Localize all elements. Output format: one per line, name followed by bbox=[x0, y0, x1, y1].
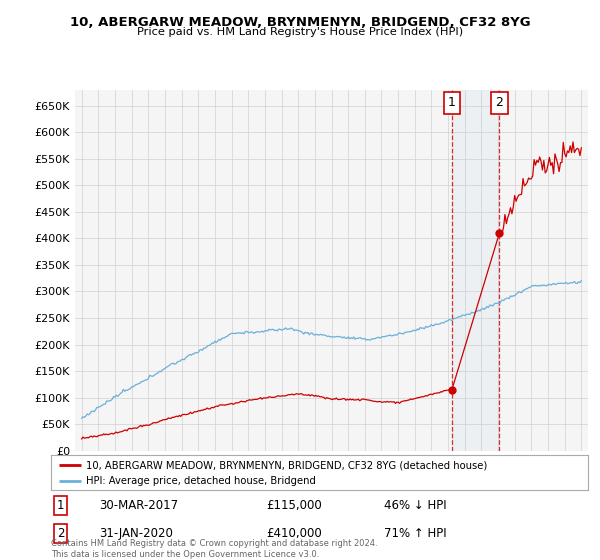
Text: Price paid vs. HM Land Registry's House Price Index (HPI): Price paid vs. HM Land Registry's House … bbox=[137, 27, 463, 38]
Text: 71% ↑ HPI: 71% ↑ HPI bbox=[384, 526, 446, 540]
Text: 46% ↓ HPI: 46% ↓ HPI bbox=[384, 499, 446, 512]
Text: 10, ABERGARW MEADOW, BRYNMENYN, BRIDGEND, CF32 8YG (detached house): 10, ABERGARW MEADOW, BRYNMENYN, BRIDGEND… bbox=[86, 460, 487, 470]
Text: £115,000: £115,000 bbox=[266, 499, 322, 512]
Text: 1: 1 bbox=[448, 96, 456, 109]
Text: 1: 1 bbox=[57, 499, 64, 512]
Text: HPI: Average price, detached house, Bridgend: HPI: Average price, detached house, Brid… bbox=[86, 477, 316, 486]
Bar bbox=[452, 90, 499, 451]
Text: 30-MAR-2017: 30-MAR-2017 bbox=[100, 499, 178, 512]
Text: 2: 2 bbox=[57, 526, 64, 540]
Text: 31-JAN-2020: 31-JAN-2020 bbox=[100, 526, 173, 540]
Text: 2: 2 bbox=[496, 96, 503, 109]
Text: 10, ABERGARW MEADOW, BRYNMENYN, BRIDGEND, CF32 8YG: 10, ABERGARW MEADOW, BRYNMENYN, BRIDGEND… bbox=[70, 16, 530, 29]
Text: Contains HM Land Registry data © Crown copyright and database right 2024.
This d: Contains HM Land Registry data © Crown c… bbox=[51, 539, 377, 559]
Text: £410,000: £410,000 bbox=[266, 526, 322, 540]
